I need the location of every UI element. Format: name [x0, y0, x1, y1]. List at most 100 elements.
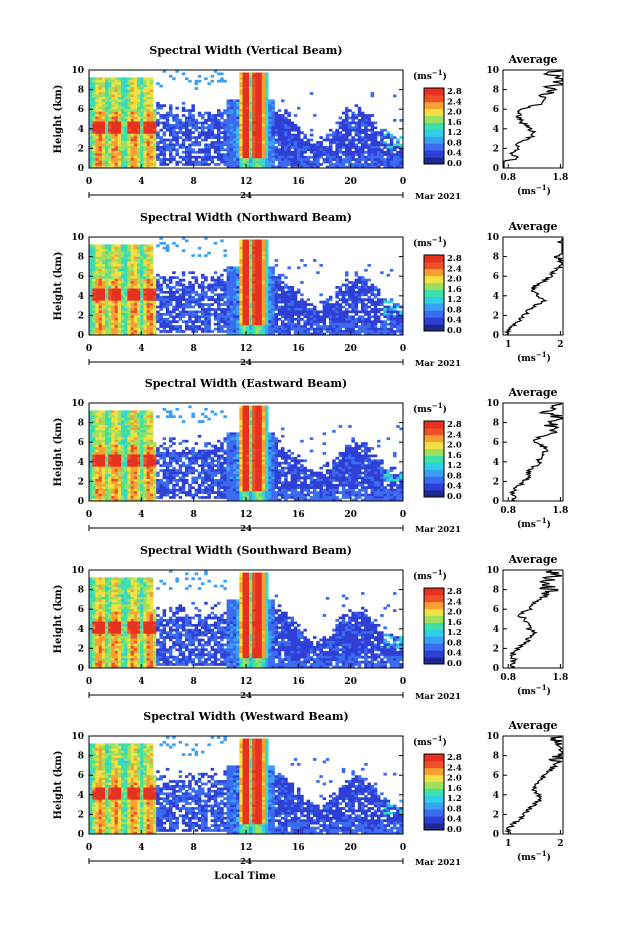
heatmap-cell	[92, 268, 96, 272]
heatmap-cell	[335, 286, 339, 289]
heatmap-cell	[127, 310, 131, 314]
colorbar-swatch	[424, 101, 444, 110]
heatmap-cell	[172, 320, 176, 324]
heatmap-cell	[188, 114, 192, 117]
heatmap-cell	[89, 89, 93, 93]
heatmap-cell	[332, 138, 336, 142]
heatmap-cell	[377, 163, 381, 166]
heatmap-cell	[268, 317, 272, 321]
heatmap-cell	[242, 138, 247, 142]
heatmap-cell	[114, 92, 119, 95]
heatmap-cell	[98, 251, 103, 255]
heatmap-cell	[287, 131, 291, 135]
heatmap-cell	[268, 131, 272, 135]
heatmap-cell	[284, 298, 288, 302]
heatmap-cell	[105, 111, 109, 115]
heatmap-cell	[156, 119, 160, 122]
heatmap-cell	[146, 327, 151, 331]
heatmap-cell	[213, 150, 218, 154]
heatmap-cell	[130, 111, 135, 115]
heatmap-cell	[277, 283, 282, 287]
heatmap-cell	[111, 92, 115, 95]
heatmap-cell	[153, 315, 157, 319]
heatmap-cell	[281, 131, 285, 135]
heatmap-cell	[245, 133, 250, 137]
heatmap-cell	[149, 308, 154, 311]
heatmap-cell	[255, 273, 259, 277]
heatmap-cell	[322, 332, 327, 335]
heatmap-cell	[111, 111, 115, 115]
heatmap-cell	[309, 317, 314, 321]
heatmap-cell	[351, 150, 355, 154]
heatmap-cell	[277, 158, 282, 161]
heatmap-cell	[229, 138, 234, 142]
heatmap-cell	[153, 327, 157, 331]
heatmap-cell	[172, 298, 176, 302]
heatmap-cell	[393, 143, 397, 147]
heatmap-cell	[101, 305, 106, 309]
heatmap-cell	[367, 300, 371, 304]
heatmap-cell	[117, 77, 122, 81]
heatmap-cell	[249, 72, 253, 76]
heatmap-cell	[386, 273, 391, 277]
heatmap-cell	[236, 273, 240, 277]
heatmap-cell	[89, 268, 93, 272]
heatmap-cell	[101, 422, 106, 426]
heatmap-cell	[143, 278, 147, 282]
heatmap-cell	[197, 126, 202, 130]
heatmap-cell	[383, 320, 387, 324]
colorbar-swatch	[424, 296, 444, 304]
heatmap-cell	[108, 246, 112, 250]
heatmap-cell	[226, 286, 231, 289]
heatmap-cell	[162, 241, 167, 245]
heatmap-cell	[194, 150, 199, 154]
heatmap-cell	[377, 298, 381, 302]
heatmap-cell	[258, 104, 263, 108]
heatmap-cell	[236, 141, 240, 144]
heatmap-cell	[223, 249, 227, 253]
heatmap-cell	[229, 163, 234, 166]
heatmap-cell	[229, 305, 234, 309]
heatmap-cell	[226, 303, 231, 306]
heatmap-cell	[201, 305, 205, 309]
heatmap-cell	[98, 136, 103, 139]
heatmap-cell	[175, 123, 179, 127]
heatmap-cell	[249, 114, 253, 117]
heatmap-cell	[223, 148, 227, 152]
heatmap-cell	[140, 77, 144, 81]
heatmap-cell	[306, 160, 311, 164]
heatmap-cell	[111, 101, 115, 105]
heatmap-cell	[223, 126, 227, 130]
heatmap-cell	[217, 121, 221, 125]
heatmap-cell	[239, 121, 243, 125]
heatmap-cell	[367, 298, 371, 302]
heatmap-cell	[98, 320, 103, 324]
heatmap-cell	[258, 244, 263, 248]
heatmap-cell	[249, 249, 253, 253]
heatmap-cell	[239, 281, 243, 284]
heatmap-cell	[306, 298, 311, 302]
heatmap-cell	[239, 148, 243, 152]
heatmap-cell	[117, 273, 122, 277]
heatmap-cell	[236, 111, 240, 115]
heatmap-cell	[300, 141, 304, 144]
heatmap-cell	[130, 283, 135, 287]
avg-y-tick-label: 0	[493, 164, 499, 174]
heatmap-cell	[255, 308, 259, 311]
heatmap-cell	[201, 128, 205, 132]
heatmap-cell	[101, 412, 106, 416]
heatmap-cell	[121, 106, 125, 110]
heatmap-cell	[223, 254, 227, 257]
heatmap-cell	[364, 121, 368, 125]
heatmap-cell	[233, 126, 237, 130]
heatmap-cell	[265, 114, 269, 117]
heatmap-cell	[229, 104, 234, 108]
heatmap-cell	[389, 298, 394, 302]
heatmap-cell	[98, 417, 103, 421]
heatmap-cell	[89, 303, 93, 306]
heatmap-cell	[325, 148, 330, 152]
heatmap-cell	[121, 131, 125, 135]
heatmap-cell	[284, 138, 288, 142]
heatmap-cell	[348, 121, 352, 125]
heatmap-cell	[156, 278, 160, 282]
